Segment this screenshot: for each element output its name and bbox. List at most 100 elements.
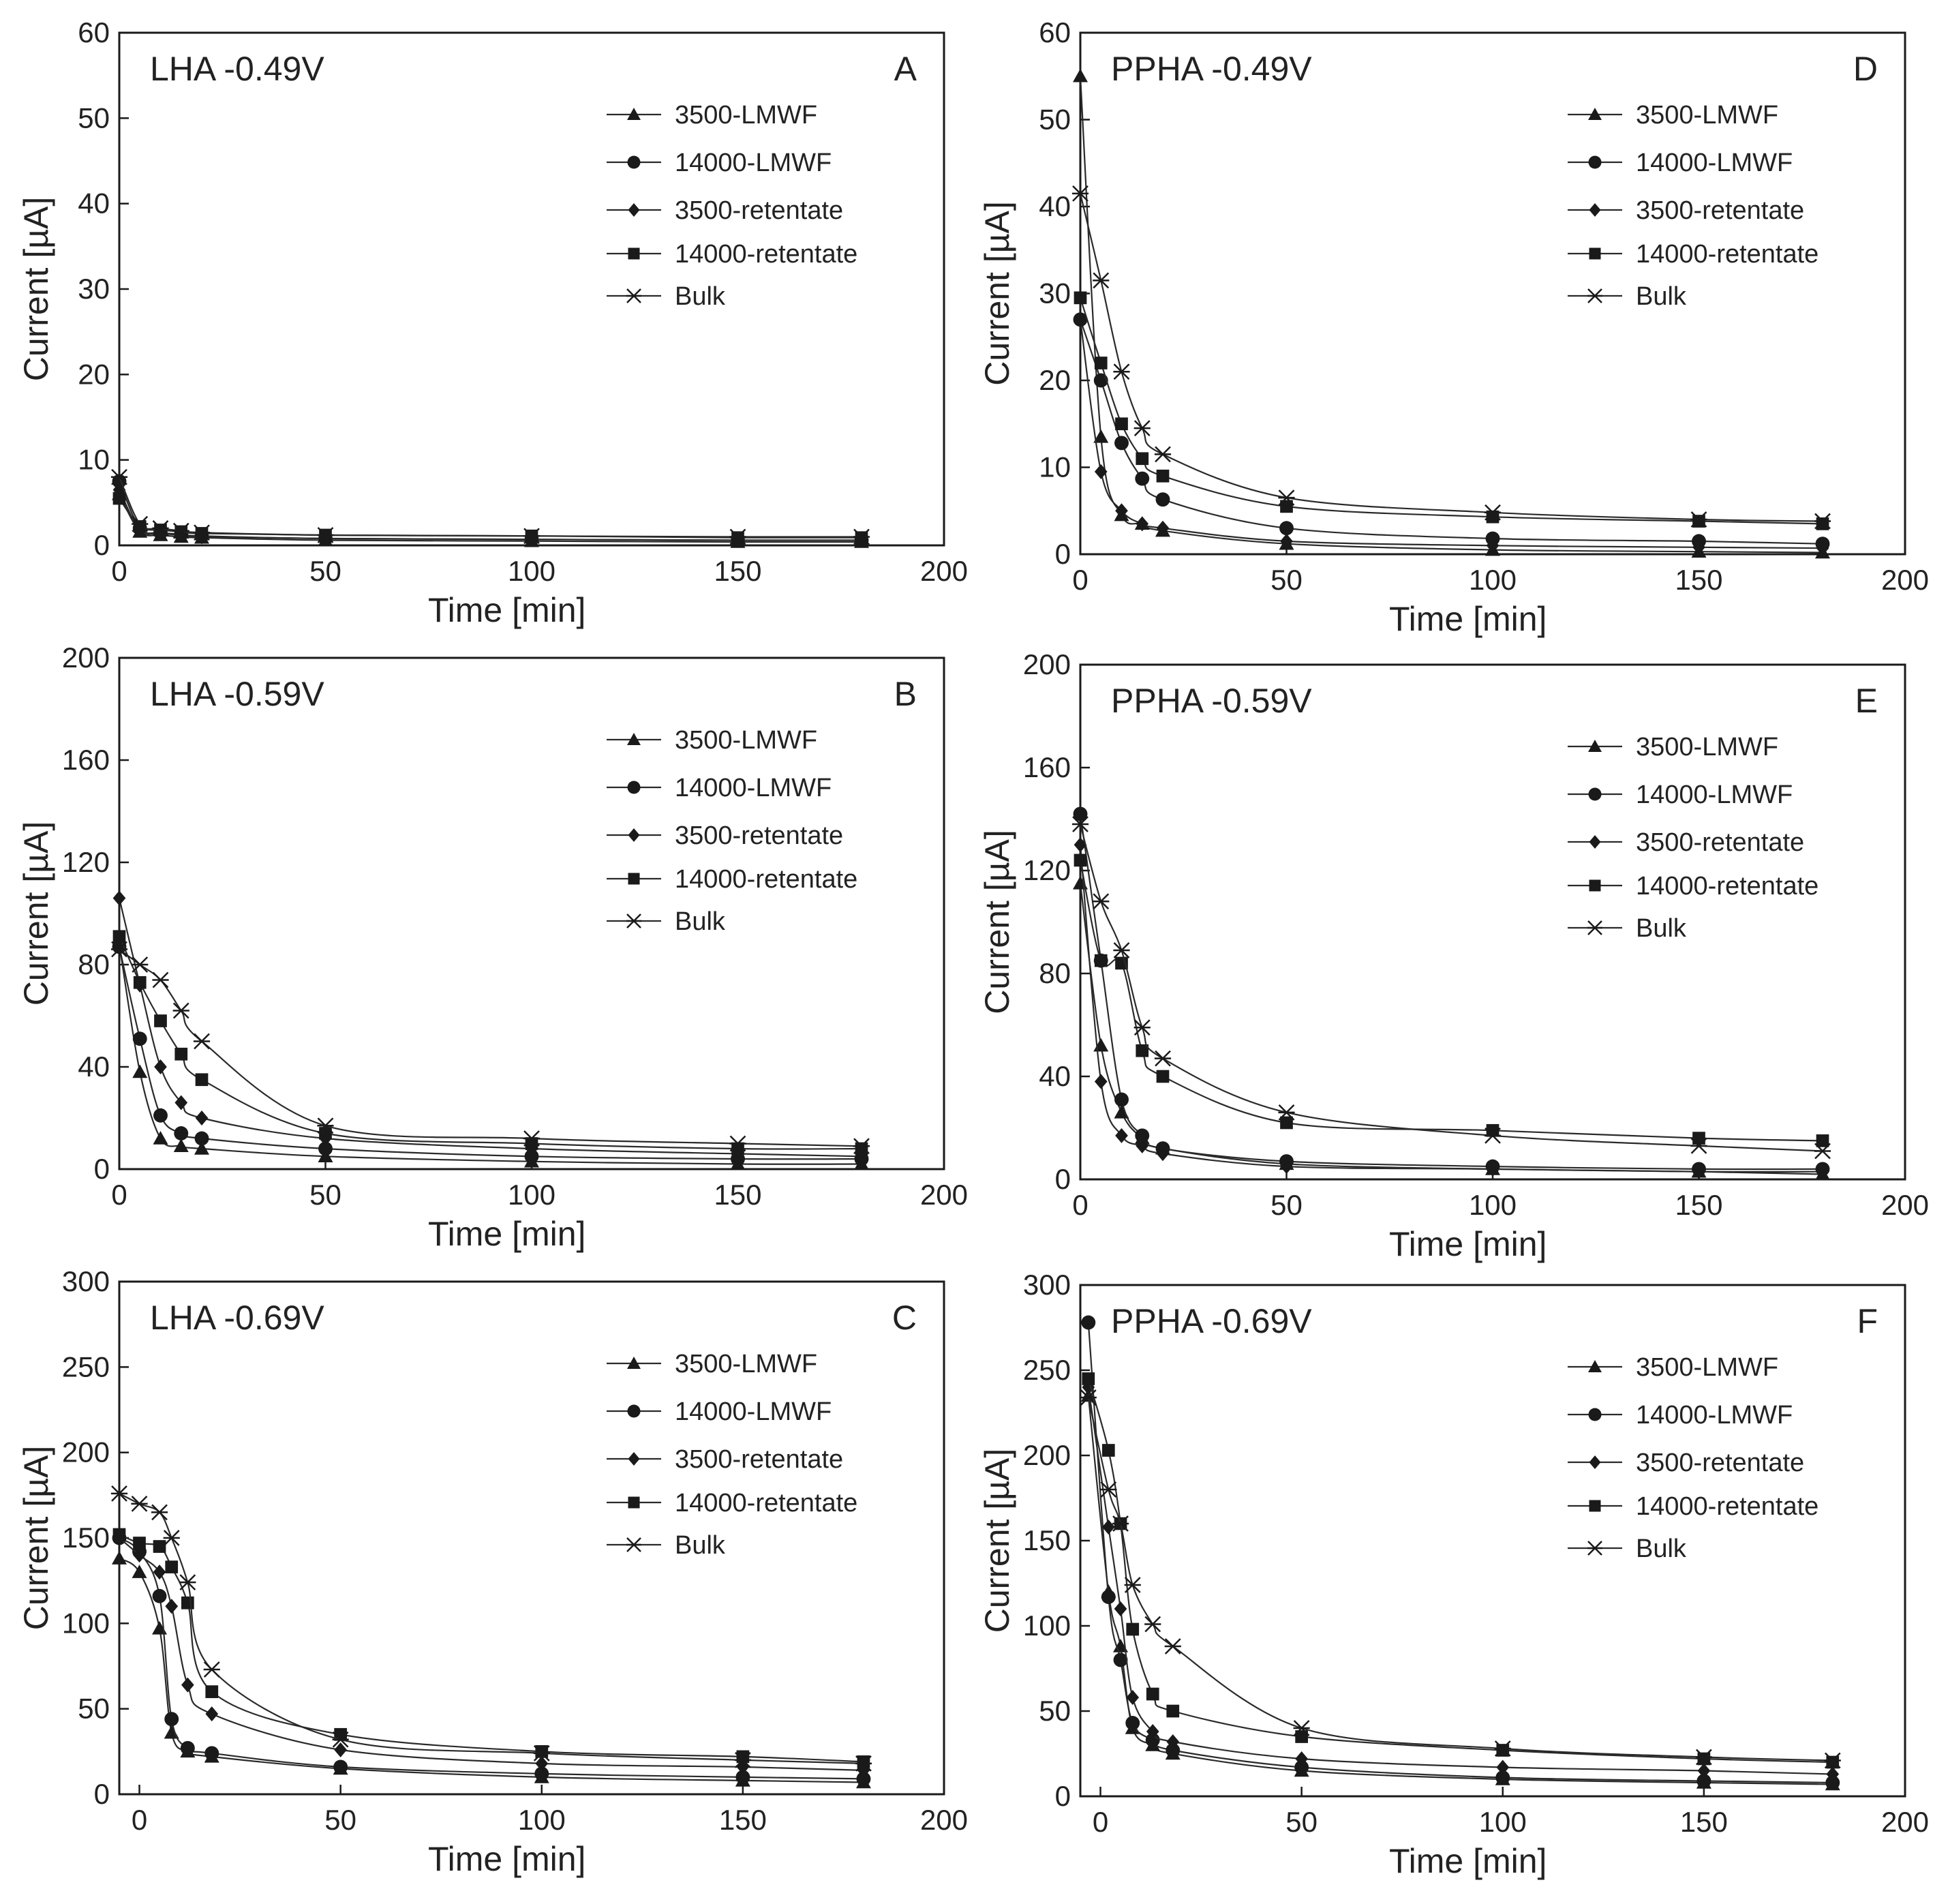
legend: 3500-LMWF 14000-LMWF 3500-retentate 14000-r… (1568, 733, 1818, 943)
data-point (110, 468, 128, 485)
data-point (1094, 357, 1108, 369)
panel-title: PPHA -0.49V (1111, 50, 1312, 88)
data-point (1093, 373, 1108, 388)
y-tick-label: 0 (1055, 1780, 1071, 1812)
y-axis-label: Current [µA] (978, 1449, 1016, 1633)
data-point (1486, 1161, 1500, 1177)
panel-e: 0 40 80 120 160 200 0 50 100 150 200 Time [min] Curr… (978, 648, 1929, 1263)
x-tick-label: 100 (1469, 564, 1517, 596)
legend-marker (626, 1537, 641, 1552)
data-point (1824, 1752, 1841, 1769)
legend-entry: Bulk (1636, 282, 1687, 311)
data-point (1294, 1760, 1309, 1774)
legend-entry: 3500-LMWF (675, 101, 817, 130)
data-point (194, 1141, 209, 1155)
x-tick-label: 150 (1675, 1189, 1722, 1221)
y-tick-label: 200 (1023, 1439, 1071, 1471)
data-point (1696, 1774, 1711, 1788)
x-tick-label: 50 (1285, 1806, 1318, 1838)
data-point (1074, 312, 1087, 327)
series-line-14000-retentate (1087, 1378, 1833, 1764)
data-point (132, 956, 149, 973)
data-point (1690, 1138, 1707, 1154)
panel-title: PPHA -0.69V (1111, 1302, 1312, 1340)
series-line-3500-lmwf (1079, 76, 1823, 554)
data-point (1280, 533, 1293, 549)
data-point (1125, 1716, 1140, 1730)
data-point (332, 1731, 349, 1748)
data-point (1826, 1755, 1840, 1769)
data-point (154, 1059, 167, 1074)
y-tick-label: 0 (94, 529, 110, 561)
legend-entry: 14000-retentate (675, 240, 857, 269)
series-line-bulk (1079, 193, 1823, 522)
data-point (133, 1547, 146, 1563)
data-point (194, 1131, 209, 1146)
y-tick-label: 10 (78, 444, 110, 476)
data-point (153, 1108, 168, 1123)
y-tick-label: 0 (1055, 538, 1071, 570)
x-tick-label: 100 (508, 555, 555, 587)
data-point (133, 1537, 146, 1550)
data-point (1495, 1770, 1510, 1785)
legend: 3500-LMWF 14000-LMWF 3500-retentate 14000-r… (1568, 101, 1818, 311)
panel-title: LHA -0.69V (150, 1299, 324, 1337)
legend-marker (1589, 1455, 1601, 1469)
data-point (205, 1706, 219, 1722)
y-axis-label: Current [µA] (17, 821, 55, 1006)
x-tick-label: 100 (1479, 1806, 1527, 1838)
data-point (1166, 1734, 1180, 1749)
y-tick-label: 80 (78, 948, 110, 980)
data-point (1074, 837, 1087, 853)
y-tick-label: 0 (1055, 1163, 1071, 1195)
y-tick-label: 160 (62, 744, 110, 776)
y-axis-label: Current [µA] (17, 197, 55, 382)
panel-title: PPHA -0.59V (1111, 682, 1312, 720)
data-point (855, 1149, 868, 1164)
data-point (1816, 1134, 1829, 1147)
legend-marker (1589, 1500, 1601, 1512)
data-point (203, 1661, 220, 1678)
data-point (132, 1031, 147, 1046)
data-point (1124, 1577, 1141, 1593)
data-point (1094, 954, 1108, 967)
data-point (1154, 446, 1172, 463)
y-axis-label: Current [µA] (17, 1446, 55, 1631)
data-point (1486, 510, 1500, 524)
legend-entry: 14000-retentate (675, 865, 857, 894)
data-point (1093, 429, 1109, 443)
legend-marker (626, 913, 641, 928)
x-tick-label: 200 (920, 555, 968, 587)
data-point (735, 1770, 750, 1785)
data-point (1494, 1740, 1511, 1757)
legend-marker (627, 1404, 641, 1418)
x-axis-label: Time [min] (428, 1215, 586, 1253)
data-point (174, 1047, 188, 1061)
data-point (1136, 452, 1149, 466)
y-tick-label: 300 (1023, 1269, 1071, 1301)
legend-entry: 14000-LMWF (675, 774, 832, 802)
data-point (1133, 420, 1151, 437)
legend-marker (1589, 247, 1601, 260)
legend: 3500-LMWF 14000-LMWF 3500-retentate 14000-r… (1568, 1353, 1818, 1563)
data-point (1080, 1388, 1096, 1402)
panel-b: 0 40 80 120 160 200 0 50 100 150 200 Time [min] Curr… (17, 641, 968, 1253)
data-point (1082, 1372, 1095, 1385)
legend-entry: 3500-retentate (1636, 196, 1804, 225)
legend: 3500-LMWF 14000-LMWF 3500-retentate 14000-r… (607, 726, 857, 936)
legend-entry: Bulk (1636, 1535, 1687, 1563)
data-point (112, 1551, 127, 1565)
legend-entry: 3500-LMWF (1636, 733, 1778, 761)
panel-letter: D (1853, 50, 1878, 88)
series-line-14000-lmwf (1079, 813, 1823, 1170)
data-point (1692, 1132, 1705, 1145)
series-line-3500-lmwf (1087, 1395, 1833, 1785)
x-tick-label: 50 (1270, 564, 1303, 596)
x-axis-label: Time [min] (428, 591, 586, 629)
data-point (1074, 291, 1087, 305)
series-line-14000-lmwf (119, 1537, 864, 1780)
data-point (195, 1110, 209, 1125)
legend-entry: 14000-LMWF (1636, 1401, 1793, 1430)
panel-letter: A (894, 50, 917, 88)
